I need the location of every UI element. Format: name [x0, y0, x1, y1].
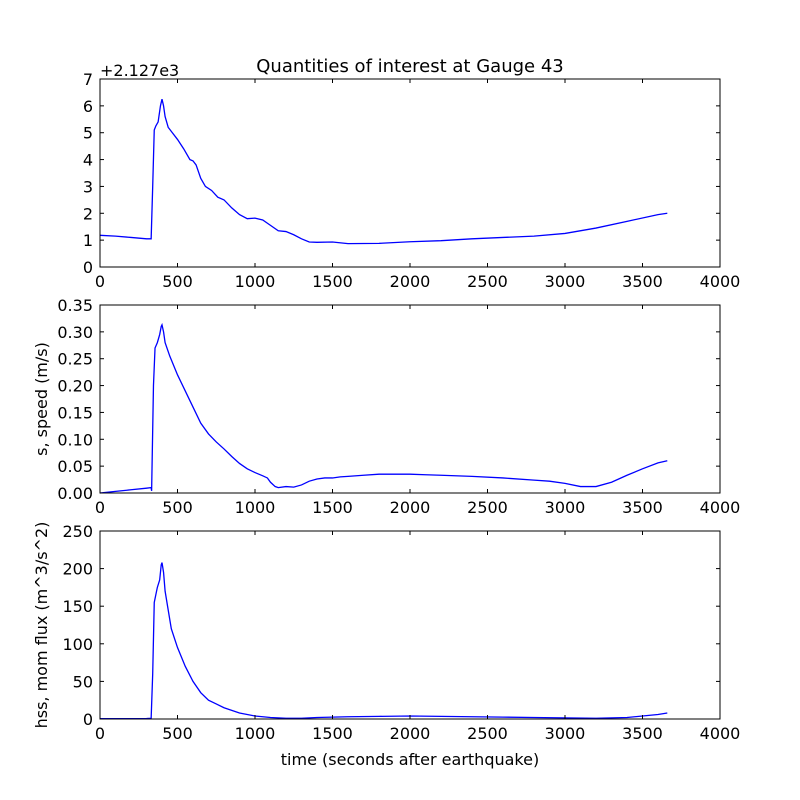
surface-plot: 0 500 1000 1500 2000 2500 3000 3500 4000 0 1 2 3 4 5 6 7…: [83, 61, 741, 291]
surface-plot-ytick-label: 2: [83, 204, 93, 223]
surface-plot-ytick-label: 5: [83, 124, 93, 143]
surface-plot-xtick-label: 3500: [622, 272, 663, 291]
surface-plot-xtick-label: 2500: [467, 272, 508, 291]
speed-plot-frame: [99, 304, 721, 494]
speed-plot-xtick-label: 4000: [700, 498, 741, 517]
flux-plot-xtick-label: 500: [162, 724, 193, 743]
speed-plot-series-line: [99, 322, 668, 494]
flux-plot-ytick-label: 250: [62, 522, 93, 541]
speed-plot-xtick-label: 1500: [312, 498, 353, 517]
speed-plot-ytick-label: 0.35: [57, 296, 93, 315]
surface-plot-ytick-label: 6: [83, 97, 93, 116]
speed-plot-xtick-label: 500: [162, 498, 193, 517]
surface-plot-ytick-label: 7: [83, 70, 93, 89]
flux-plot-ytick-label: 0: [83, 710, 93, 729]
surface-plot-ytick-label: 4: [83, 151, 93, 170]
flux-plot-ytick-label: 200: [62, 560, 93, 579]
speed-plot-xtick-label: 3000: [545, 498, 586, 517]
speed-plot-ytick-label: 0.25: [57, 350, 93, 369]
flux-plot-xtick-label: 3500: [622, 724, 663, 743]
flux-plot-ytick-label: 150: [62, 597, 93, 616]
flux-plot-xtick-label: 2000: [390, 724, 431, 743]
surface-plot-xtick-label: 500: [162, 272, 193, 291]
flux-plot: 0 500 1000 1500 2000 2500 3000 3500 4000 0 50 100 15…: [32, 522, 740, 769]
speed-plot: 0 500 1000 1500 2000 2500 3000 3500 4000 0.00 0.05…: [32, 296, 740, 517]
surface-plot-frame: [99, 78, 721, 268]
flux-plot-xtick-label: 1500: [312, 724, 353, 743]
flux-plot-series-line: [100, 562, 668, 720]
surface-plot-series-line: [99, 98, 668, 245]
speed-plot-ytick-label: 0.10: [57, 430, 93, 449]
surface-plot-xtick-label: 4000: [700, 272, 741, 291]
surface-plot-xtick-label: 3000: [545, 272, 586, 291]
surface-plot-offset-label: +2.127e3: [100, 61, 179, 80]
plots-group: 0 500 1000 1500 2000 2500 3000 3500 400001234567…: [32, 61, 740, 769]
speed-plot-xtick-label: 2500: [467, 498, 508, 517]
surface-plot-xtick-label: 2000: [390, 272, 431, 291]
speed-plot-ytick-label: 0.05: [57, 457, 93, 476]
surface-plot-xtick-label: 1000: [235, 272, 276, 291]
speed-plot-xtick-label: 2000: [390, 498, 431, 517]
flux-plot-frame: [99, 530, 721, 720]
flux-plot-xtick-label: 3000: [545, 724, 586, 743]
flux-plot-xtick-label: 2500: [467, 724, 508, 743]
flux-plot-xtick-label: 0: [95, 724, 105, 743]
surface-plot-xtick-label: 0: [95, 272, 105, 291]
flux-plot-xtick-label: 4000: [700, 724, 741, 743]
surface-plot-ytick-label: 1: [83, 231, 93, 250]
speed-plot-ytick-label: 0.00: [57, 484, 93, 503]
surface-plot-ytick-label: 0: [83, 258, 93, 277]
flux-plot-xtick-label: 1000: [235, 724, 276, 743]
flux-plot-ylabel: hss, mom flux (m^3/s^2): [32, 522, 51, 729]
flux-plot-xlabel: time (seconds after earthquake): [281, 750, 539, 769]
speed-plot-xtick-label: 0: [95, 498, 105, 517]
speed-plot-ytick-label: 0.20: [57, 377, 93, 396]
surface-plot-xtick-label: 1500: [312, 272, 353, 291]
speed-plot-ytick-label: 0.15: [57, 403, 93, 422]
surface-plot-ytick-label: 3: [83, 177, 93, 196]
speed-plot-ytick-label: 0.30: [57, 323, 93, 342]
speed-plot-xtick-label: 3500: [622, 498, 663, 517]
flux-plot-ytick-label: 50: [73, 672, 93, 691]
speed-plot-ylabel: s, speed (m/s): [32, 342, 51, 456]
speed-plot-xtick-label: 1000: [235, 498, 276, 517]
flux-plot-ytick-label: 100: [62, 635, 93, 654]
figure-title: Quantities of interest at Gauge 43: [256, 56, 563, 77]
